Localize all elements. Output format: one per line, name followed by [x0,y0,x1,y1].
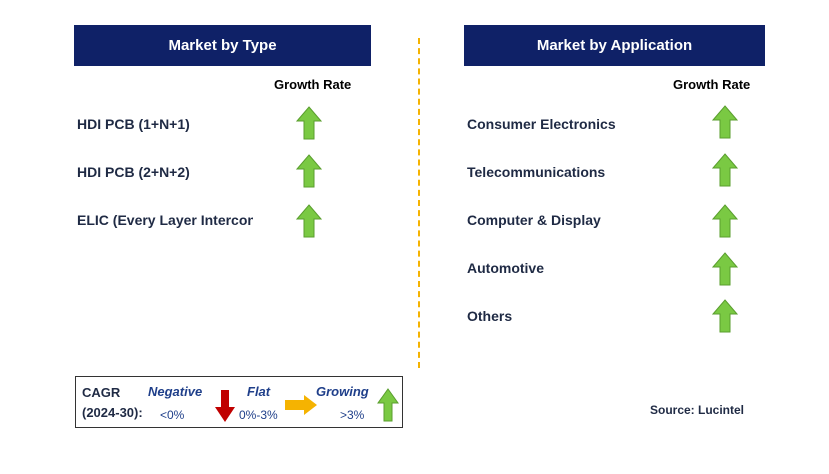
green-up-arrow-icon [712,153,738,187]
green-up-arrow-icon [712,252,738,286]
green-up-arrow-icon [712,204,738,238]
red-down-arrow-icon [215,390,235,422]
panel-divider [418,38,420,368]
application-item-label: Others [467,308,513,324]
application-item-label: Computer & Display [467,212,601,228]
type-item-label: ELIC (Every Layer Interconnect) [77,212,253,228]
green-up-arrow-icon [377,388,399,422]
green-up-arrow-icon [712,105,738,139]
application-item-label: Telecommunications [467,164,606,180]
legend-growing-range: >3% [340,408,365,422]
source-note: Source: Lucintel [650,403,745,417]
green-up-arrow-icon [296,106,322,140]
right-growth-rate-label: Growth Rate [673,77,751,92]
legend-flat-label: Flat [247,384,271,399]
type-item-label: HDI PCB (2+N+2) [77,164,190,180]
green-up-arrow-icon [296,204,322,238]
market-by-application-header: Market by Application [464,25,765,66]
legend-negative-label: Negative [148,384,203,399]
legend-negative-range: <0% [160,408,185,422]
legend-flat-range: 0%-3% [239,408,278,422]
green-up-arrow-icon [296,154,322,188]
application-item-label: Automotive [467,260,544,276]
legend-cagr-label: CAGR [82,385,121,400]
market-by-type-header: Market by Type [74,25,371,66]
legend-growing-label: Growing [316,384,369,399]
legend-period-label: (2024-30): [82,405,143,420]
cagr-legend: CAGR (2024-30): Negative <0% Flat 0%-3% … [75,376,403,428]
application-item-label: Consumer Electronics [467,116,616,132]
yellow-right-arrow-icon [285,395,317,415]
left-growth-rate-label: Growth Rate [274,77,352,92]
type-item-label: HDI PCB (1+N+1) [77,116,190,132]
green-up-arrow-icon [712,299,738,333]
